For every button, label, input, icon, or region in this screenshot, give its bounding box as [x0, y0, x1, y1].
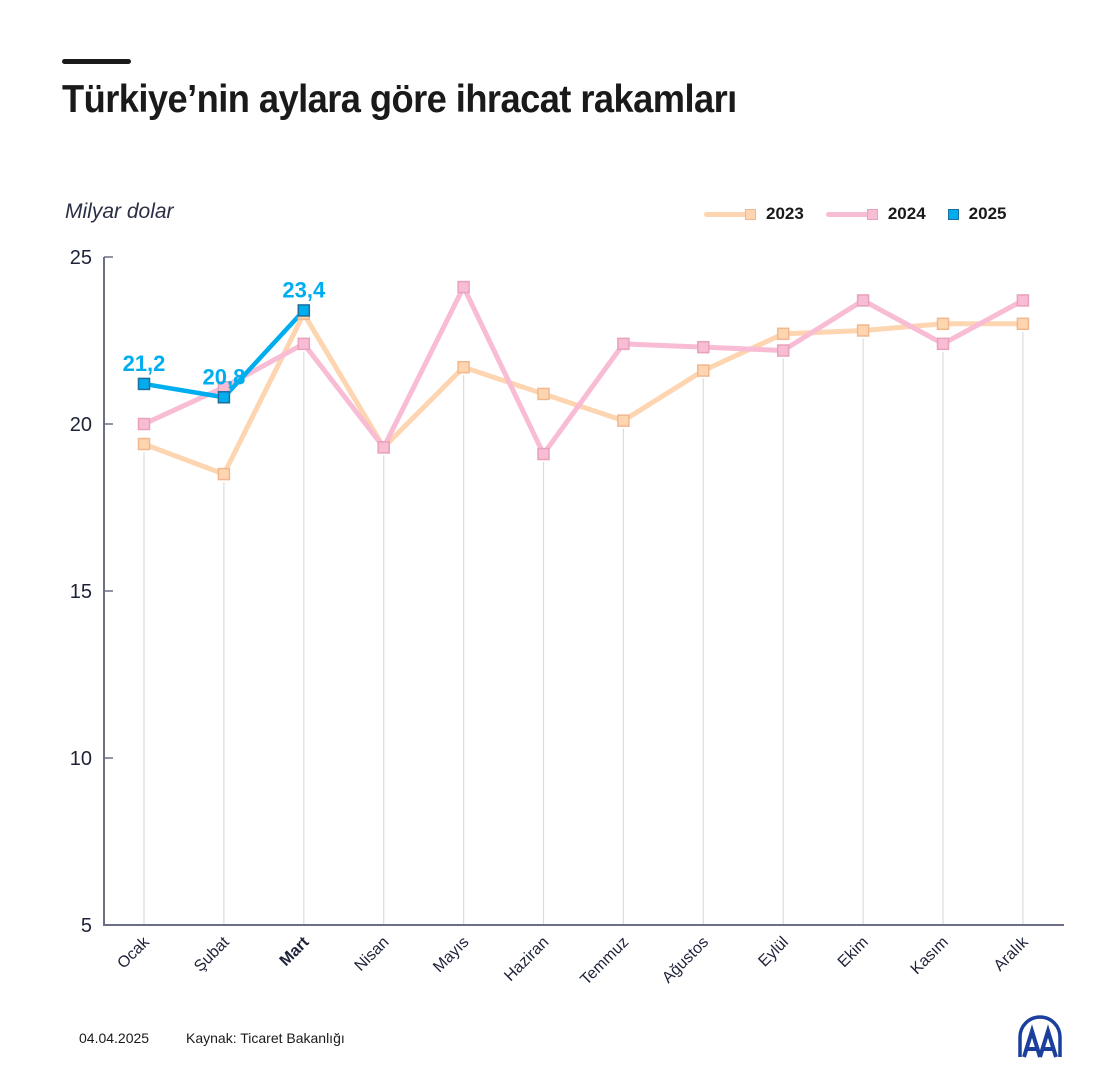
- legend-square-marker-icon: [866, 208, 878, 220]
- data-label: 21,2: [123, 351, 166, 376]
- x-tick-label: Ağustos: [659, 934, 712, 987]
- square-marker-icon: [377, 441, 390, 454]
- series-line-2023: [143, 308, 1023, 478]
- x-tick-label: Mart: [277, 933, 313, 969]
- legend-square-marker-icon: [745, 208, 756, 220]
- y-tick-label: 5: [81, 915, 92, 937]
- y-tick-label: 15: [70, 581, 92, 603]
- y-tick-label: 25: [70, 247, 92, 269]
- legend-square-marker-icon: [947, 208, 959, 220]
- legend-item-2024: 2024: [825, 204, 926, 224]
- square-marker-icon: [217, 467, 231, 481]
- square-marker-icon: [617, 414, 630, 427]
- x-tick-label: Kasım: [908, 934, 952, 978]
- square-marker-icon: [457, 360, 470, 374]
- square-marker-icon: [697, 340, 710, 354]
- square-marker-icon: [537, 447, 550, 461]
- square-marker-icon: [856, 294, 870, 307]
- x-tick-label: Temmuz: [577, 934, 632, 989]
- square-marker-icon: [297, 337, 311, 351]
- x-tick-label: Aralık: [991, 933, 1033, 975]
- chart-title: Türkiye’nin aylara göre ihracat rakamlar…: [62, 78, 737, 121]
- square-marker-icon: [217, 391, 231, 404]
- source-label: Kaynak: Ticaret Bakanlığı: [186, 1030, 345, 1046]
- square-marker-icon: [697, 364, 710, 377]
- square-marker-icon: [137, 437, 151, 451]
- data-label: 23,4: [282, 277, 326, 302]
- data-label: 20,8: [202, 364, 245, 389]
- square-marker-icon: [776, 327, 790, 341]
- square-marker-icon: [137, 417, 151, 431]
- x-tick-label: Mayıs: [430, 934, 472, 976]
- square-marker-icon: [137, 377, 151, 391]
- legend-label-2023: 2023: [766, 204, 804, 223]
- legend-line-2023: [704, 211, 748, 217]
- title-accent-bar: [62, 59, 131, 64]
- legend-line-2024: [825, 211, 870, 217]
- y-axis-unit-label: Milyar dolar: [65, 200, 174, 223]
- square-marker-icon: [1016, 317, 1030, 331]
- square-marker-icon: [936, 317, 950, 331]
- y-tick-label: 10: [70, 748, 92, 770]
- legend-label-2025: 2025: [968, 204, 1007, 223]
- y-tick-label: 20: [70, 414, 92, 436]
- publish-date: 04.04.2025: [79, 1030, 150, 1046]
- legend-item-2025: 2025: [947, 204, 1007, 224]
- square-marker-icon: [457, 280, 470, 294]
- x-tick-label: Nisan: [352, 934, 393, 975]
- aa-logo-icon: [1018, 1015, 1062, 1058]
- square-marker-icon: [297, 304, 311, 317]
- square-marker-icon: [856, 324, 870, 337]
- x-tick-label: Şubat: [191, 933, 233, 975]
- square-marker-icon: [936, 337, 950, 351]
- x-tick-label: Eylül: [755, 934, 792, 971]
- square-marker-icon: [1016, 294, 1030, 307]
- x-tick-label: Ekim: [835, 934, 872, 971]
- legend: 2023 2024 2025: [704, 204, 1006, 224]
- square-marker-icon: [776, 344, 790, 357]
- series-line-2024: [142, 281, 1025, 459]
- square-marker-icon: [537, 387, 550, 401]
- x-tick-label: Haziran: [501, 934, 552, 985]
- square-marker-icon: [617, 337, 630, 351]
- legend-item-2023: 2023: [704, 204, 804, 224]
- legend-label-2024: 2024: [887, 204, 926, 223]
- x-tick-label: Ocak: [114, 933, 153, 972]
